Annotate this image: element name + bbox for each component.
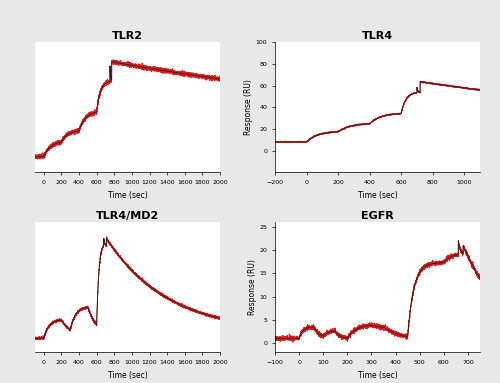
X-axis label: Time (sec): Time (sec) xyxy=(108,191,148,200)
Title: TLR4/MD2: TLR4/MD2 xyxy=(96,211,159,221)
Y-axis label: Response (RU): Response (RU) xyxy=(244,79,253,135)
X-axis label: Time (sec): Time (sec) xyxy=(358,191,398,200)
Title: EGFR: EGFR xyxy=(361,211,394,221)
Title: TLR2: TLR2 xyxy=(112,31,143,41)
X-axis label: Time (sec): Time (sec) xyxy=(108,371,148,380)
Y-axis label: Response (RU): Response (RU) xyxy=(248,259,256,315)
X-axis label: Time (sec): Time (sec) xyxy=(358,371,398,380)
Title: TLR4: TLR4 xyxy=(362,31,393,41)
